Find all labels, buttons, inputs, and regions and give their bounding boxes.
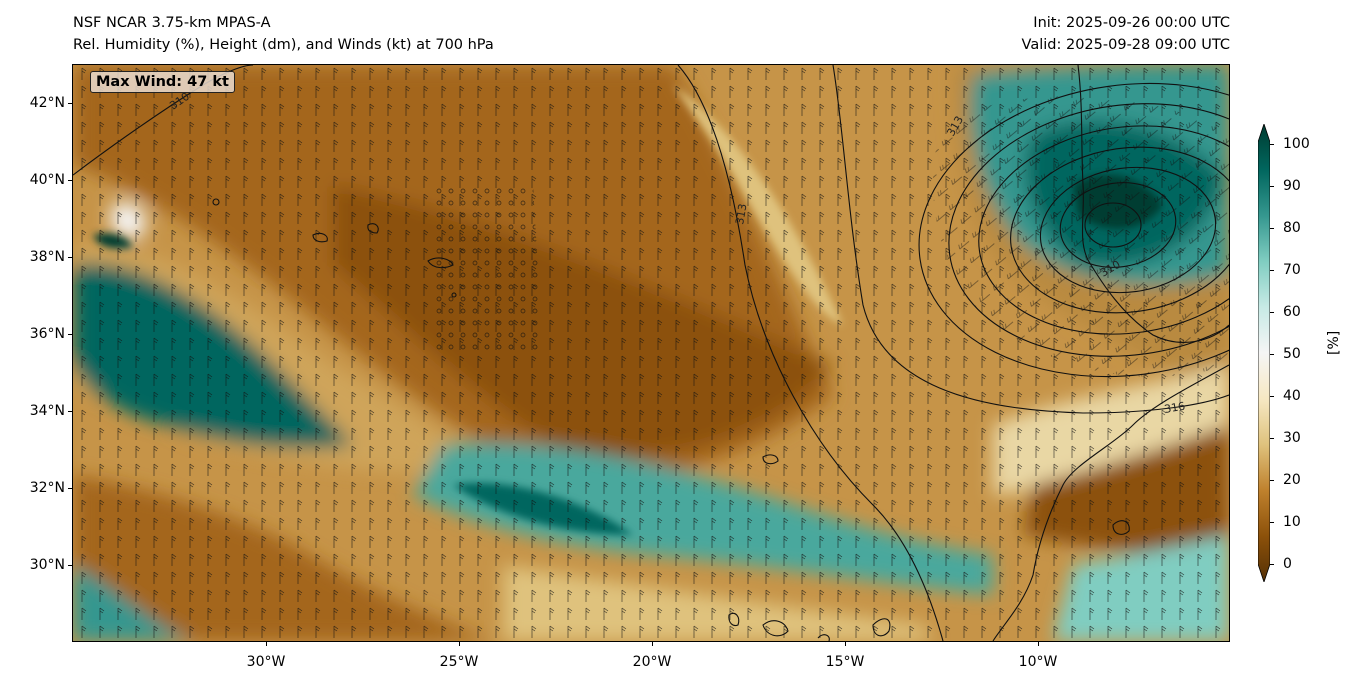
- lat-tick: [68, 103, 72, 104]
- lat-label: 36°N: [29, 326, 65, 342]
- lat-tick: [68, 411, 72, 412]
- max-wind-box: Max Wind: 47 kt: [90, 71, 235, 93]
- valid-time: Valid: 2025-09-28 09:00 UTC: [1021, 37, 1230, 53]
- contour-label: 316: [1163, 400, 1186, 416]
- map-panel: 310 313 310 313 316: [72, 64, 1230, 642]
- colorbar-label: 50: [1283, 346, 1301, 362]
- colorbar-tick: [1270, 396, 1274, 397]
- colorbar-tick: [1270, 270, 1274, 271]
- colorbar-tick: [1270, 228, 1274, 229]
- humidity-field-map: 310 313 310 313 316: [73, 65, 1229, 641]
- calm-wind-markers: [433, 185, 543, 355]
- lat-label: 40°N: [29, 172, 65, 188]
- lat-tick: [68, 180, 72, 181]
- colorbar-tick: [1270, 354, 1274, 355]
- lat-label: 30°N: [29, 557, 65, 573]
- lon-label: 10°W: [1018, 654, 1058, 670]
- lat-label: 34°N: [29, 403, 65, 419]
- contour-label: 313: [733, 203, 749, 226]
- lat-label: 32°N: [29, 480, 65, 496]
- colorbar-unit: [%]: [1326, 330, 1342, 355]
- lon-tick: [845, 642, 846, 646]
- lon-label: 20°W: [632, 654, 672, 670]
- colorbar: [1258, 124, 1270, 582]
- colorbar-tick: [1270, 186, 1274, 187]
- lon-tick: [266, 642, 267, 646]
- colorbar-label: 60: [1283, 304, 1301, 320]
- colorbar-label: 90: [1283, 178, 1301, 194]
- model-title: NSF NCAR 3.75-km MPAS-A: [73, 15, 271, 31]
- lon-label: 25°W: [439, 654, 479, 670]
- coastlines: [212, 65, 1229, 641]
- colorbar-tick: [1270, 438, 1274, 439]
- colorbar-tick: [1270, 564, 1274, 565]
- lat-tick: [68, 488, 72, 489]
- lon-label: 15°W: [825, 654, 865, 670]
- colorbar-label: 40: [1283, 388, 1301, 404]
- colorbar-label: 70: [1283, 262, 1301, 278]
- colorbar-label: 20: [1283, 472, 1301, 488]
- colorbar-scale: [1258, 124, 1270, 582]
- colorbar-label: 10: [1283, 514, 1301, 530]
- lon-tick: [652, 642, 653, 646]
- height-contours: [73, 65, 1229, 641]
- lat-tick: [68, 565, 72, 566]
- colorbar-tick: [1270, 312, 1274, 313]
- lon-tick: [459, 642, 460, 646]
- init-time: Init: 2025-09-26 00:00 UTC: [1033, 15, 1230, 31]
- title-right: Init: 2025-09-26 00:00 UTC Valid: 2025-0…: [1022, 12, 1230, 56]
- cyclone-wind-barbs: [933, 96, 1229, 377]
- lon-label: 30°W: [246, 654, 286, 670]
- colorbar-label: 80: [1283, 220, 1301, 236]
- colorbar-label: 0: [1283, 556, 1292, 572]
- colorbar-label: 100: [1283, 136, 1310, 152]
- lat-label: 42°N: [29, 95, 65, 111]
- title-left: NSF NCAR 3.75-km MPAS-A Rel. Humidity (%…: [73, 12, 494, 56]
- colorbar-tick: [1270, 144, 1274, 145]
- colorbar-tick: [1270, 522, 1274, 523]
- colorbar-label: 30: [1283, 430, 1301, 446]
- lon-tick: [1038, 642, 1039, 646]
- lat-label: 38°N: [29, 249, 65, 265]
- field-title: Rel. Humidity (%), Height (dm), and Wind…: [73, 37, 494, 53]
- lat-tick: [68, 257, 72, 258]
- lat-tick: [68, 334, 72, 335]
- colorbar-tick: [1270, 480, 1274, 481]
